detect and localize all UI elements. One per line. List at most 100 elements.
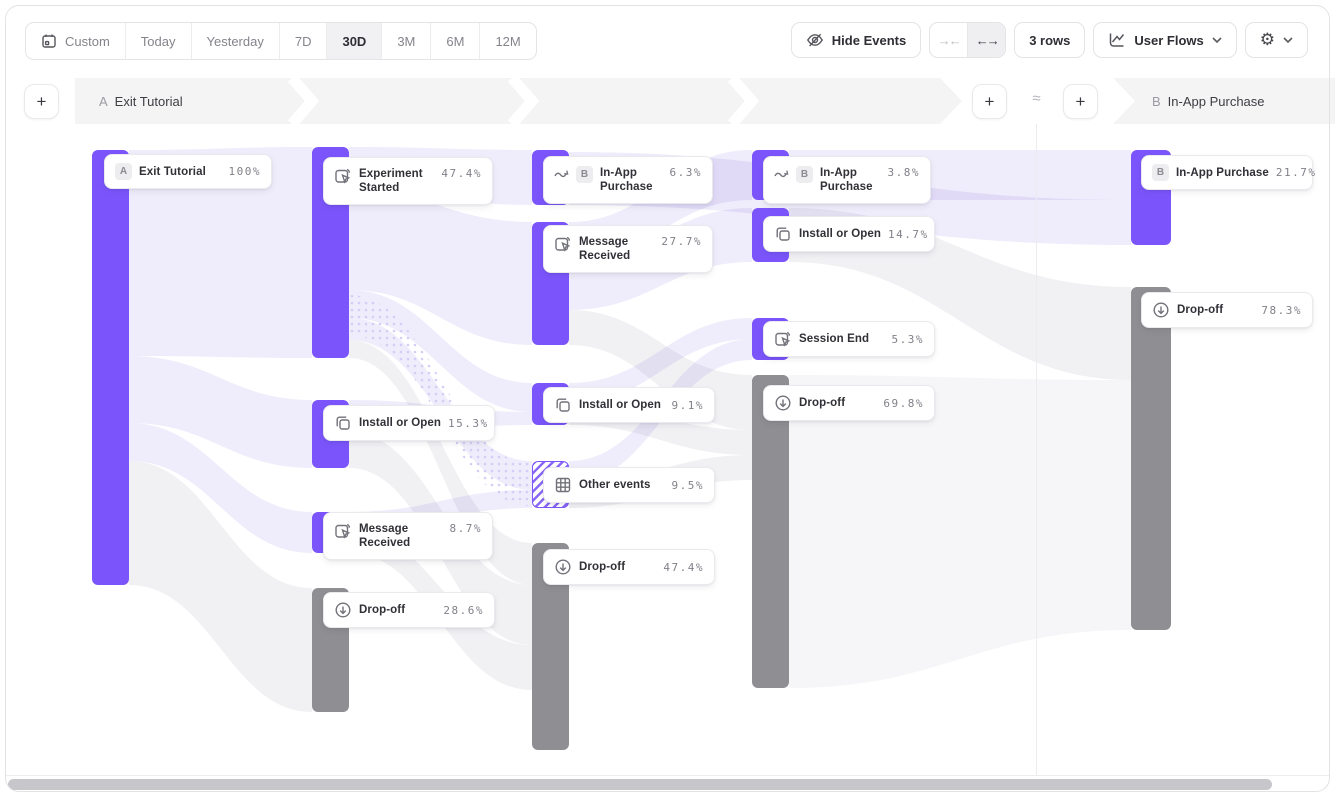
active-event-icon bbox=[334, 167, 352, 185]
flow-ribbon bbox=[349, 295, 532, 506]
flow-ribbon bbox=[569, 318, 752, 404]
hide-events-label: Hide Events bbox=[831, 32, 907, 48]
flow-bar-dropoff-4[interactable] bbox=[752, 375, 789, 688]
flow-a-header[interactable]: A Exit Tutorial bbox=[99, 78, 183, 124]
node-value: 3.8% bbox=[887, 166, 920, 179]
step-b-badge: B bbox=[1152, 164, 1169, 181]
step-header-band bbox=[75, 78, 1335, 124]
step-b-badge: B bbox=[796, 166, 813, 183]
active-event-icon bbox=[334, 522, 352, 540]
node-value: 15.3% bbox=[448, 416, 489, 430]
date-range-label: 30D bbox=[342, 33, 367, 49]
add-step-end-a-button[interactable]: + bbox=[972, 84, 1007, 119]
date-range-6m[interactable]: 6M bbox=[430, 23, 479, 59]
hide-events-button[interactable]: Hide Events bbox=[790, 22, 922, 58]
date-range-3m[interactable]: 3M bbox=[381, 23, 430, 59]
toolbar-right: Hide Events →← ←→ 3 rows User Flows ⚙ bbox=[790, 22, 1308, 58]
node-value: 9.5% bbox=[671, 478, 704, 492]
flow-node-install-or-open-3[interactable]: Install or Open 9.1% bbox=[543, 387, 715, 423]
node-label: Install or Open bbox=[579, 399, 662, 411]
chevron-down-icon bbox=[1212, 36, 1222, 44]
flow-node-in-app-purchase-b[interactable]: B In-App Purchase 21.7% bbox=[1141, 155, 1315, 190]
calendar-icon bbox=[41, 33, 57, 49]
node-value: 78.3% bbox=[1261, 303, 1302, 317]
node-label: Install or Open bbox=[799, 228, 882, 240]
node-value: 100% bbox=[228, 165, 261, 178]
copy-windows-icon bbox=[774, 225, 792, 243]
flow-node-dropoff-4[interactable]: Drop-off 69.8% bbox=[763, 385, 935, 421]
view-selector-button[interactable]: User Flows bbox=[1093, 22, 1237, 58]
date-range-custom[interactable]: Custom bbox=[26, 23, 125, 59]
flow-node-message-received-2[interactable]: Message Received 8.7% bbox=[323, 512, 493, 560]
step-b-badge: B bbox=[576, 166, 593, 183]
date-range-label: Today bbox=[140, 33, 176, 49]
flow-node-dropoff-3[interactable]: Drop-off 47.4% bbox=[543, 549, 715, 585]
jump-arrow-icon bbox=[554, 167, 569, 181]
rows-button[interactable]: 3 rows bbox=[1014, 22, 1086, 58]
flow-node-other-events[interactable]: Other events 9.5% bbox=[543, 467, 715, 503]
settings-button[interactable]: ⚙ bbox=[1244, 22, 1308, 58]
flow-node-dropoff-2[interactable]: Drop-off 28.6% bbox=[323, 592, 495, 628]
flow-node-experiment-started[interactable]: Experiment Started 47.4% bbox=[323, 157, 493, 205]
jump-arrow-icon bbox=[774, 167, 789, 181]
node-label: Experiment Started bbox=[359, 168, 423, 194]
approx-gap-symbol: ≈ bbox=[1026, 90, 1047, 107]
eye-off-icon bbox=[806, 31, 824, 49]
column-width-toggle: →← ←→ bbox=[929, 22, 1007, 58]
flow-node-install-or-open-2[interactable]: Install or Open 15.3% bbox=[323, 405, 495, 441]
node-label: In-App Purchase bbox=[600, 167, 653, 193]
node-value: 6.3% bbox=[669, 166, 702, 179]
horizontal-scrollbar[interactable] bbox=[8, 779, 1272, 790]
node-label: Exit Tutorial bbox=[139, 165, 206, 178]
node-label: In-App Purchase bbox=[820, 167, 873, 193]
flow-node-install-or-open-4[interactable]: Install or Open 14.7% bbox=[763, 216, 935, 252]
flow-node-message-received-3[interactable]: Message Received 27.7% bbox=[543, 225, 713, 273]
date-range-7d[interactable]: 7D bbox=[278, 23, 327, 59]
date-range-label: 6M bbox=[446, 33, 465, 49]
bottom-divider bbox=[6, 775, 1329, 776]
node-label: Drop-off bbox=[799, 397, 846, 409]
date-range-12m[interactable]: 12M bbox=[479, 23, 535, 59]
node-value: 27.7% bbox=[661, 235, 702, 248]
flow-ribbon bbox=[129, 356, 312, 468]
active-event-icon bbox=[554, 235, 572, 253]
node-value: 9.1% bbox=[671, 398, 704, 412]
user-flows-icon bbox=[1108, 31, 1126, 49]
copy-windows-icon bbox=[334, 414, 352, 432]
node-label: Message Received bbox=[579, 236, 631, 262]
flow-node-exit-tutorial[interactable]: A Exit Tutorial 100% bbox=[104, 154, 272, 189]
node-value: 47.4% bbox=[441, 167, 482, 180]
node-label: In-App Purchase bbox=[1176, 166, 1269, 179]
flow-bar-dropoff-b[interactable] bbox=[1131, 287, 1171, 630]
date-range-today[interactable]: Today bbox=[124, 23, 191, 59]
flow-node-in-app-purchase-4[interactable]: B In-App Purchase 3.8% bbox=[763, 156, 931, 204]
expand-columns-button[interactable]: ←→ bbox=[967, 23, 1006, 57]
view-selector-label: User Flows bbox=[1134, 32, 1204, 48]
flow-b-header[interactable]: B In-App Purchase bbox=[1152, 78, 1265, 124]
node-value: 69.8% bbox=[883, 396, 924, 410]
gear-icon: ⚙ bbox=[1259, 29, 1275, 50]
collapse-columns-button[interactable]: →← bbox=[937, 32, 962, 48]
flow-bar-exit-tutorial[interactable] bbox=[92, 150, 129, 585]
dropoff-icon bbox=[554, 558, 572, 576]
node-label: Message Received bbox=[359, 523, 411, 549]
flow-node-session-end[interactable]: Session End 5.3% bbox=[763, 321, 935, 357]
date-range-yesterday[interactable]: Yesterday bbox=[190, 23, 279, 59]
step-a-badge: A bbox=[115, 163, 132, 180]
chevron-down-icon bbox=[1283, 36, 1293, 44]
add-step-left-button[interactable]: + bbox=[24, 84, 59, 119]
flow-ribbon bbox=[789, 375, 1131, 688]
node-label: Drop-off bbox=[579, 561, 626, 573]
flow-b-letter: B bbox=[1152, 93, 1161, 109]
node-label: Drop-off bbox=[359, 604, 406, 616]
node-value: 14.7% bbox=[888, 227, 929, 241]
date-range-30d[interactable]: 30D bbox=[326, 23, 382, 59]
add-step-start-b-button[interactable]: + bbox=[1063, 84, 1098, 119]
flow-node-dropoff-b[interactable]: Drop-off 78.3% bbox=[1141, 292, 1313, 328]
flow-node-in-app-purchase-3[interactable]: B In-App Purchase 6.3% bbox=[543, 156, 713, 204]
node-value: 47.4% bbox=[663, 560, 704, 574]
active-event-icon bbox=[774, 330, 792, 348]
section-divider bbox=[1036, 124, 1037, 775]
node-value: 5.3% bbox=[891, 332, 924, 346]
flow-ribbon bbox=[129, 461, 312, 712]
